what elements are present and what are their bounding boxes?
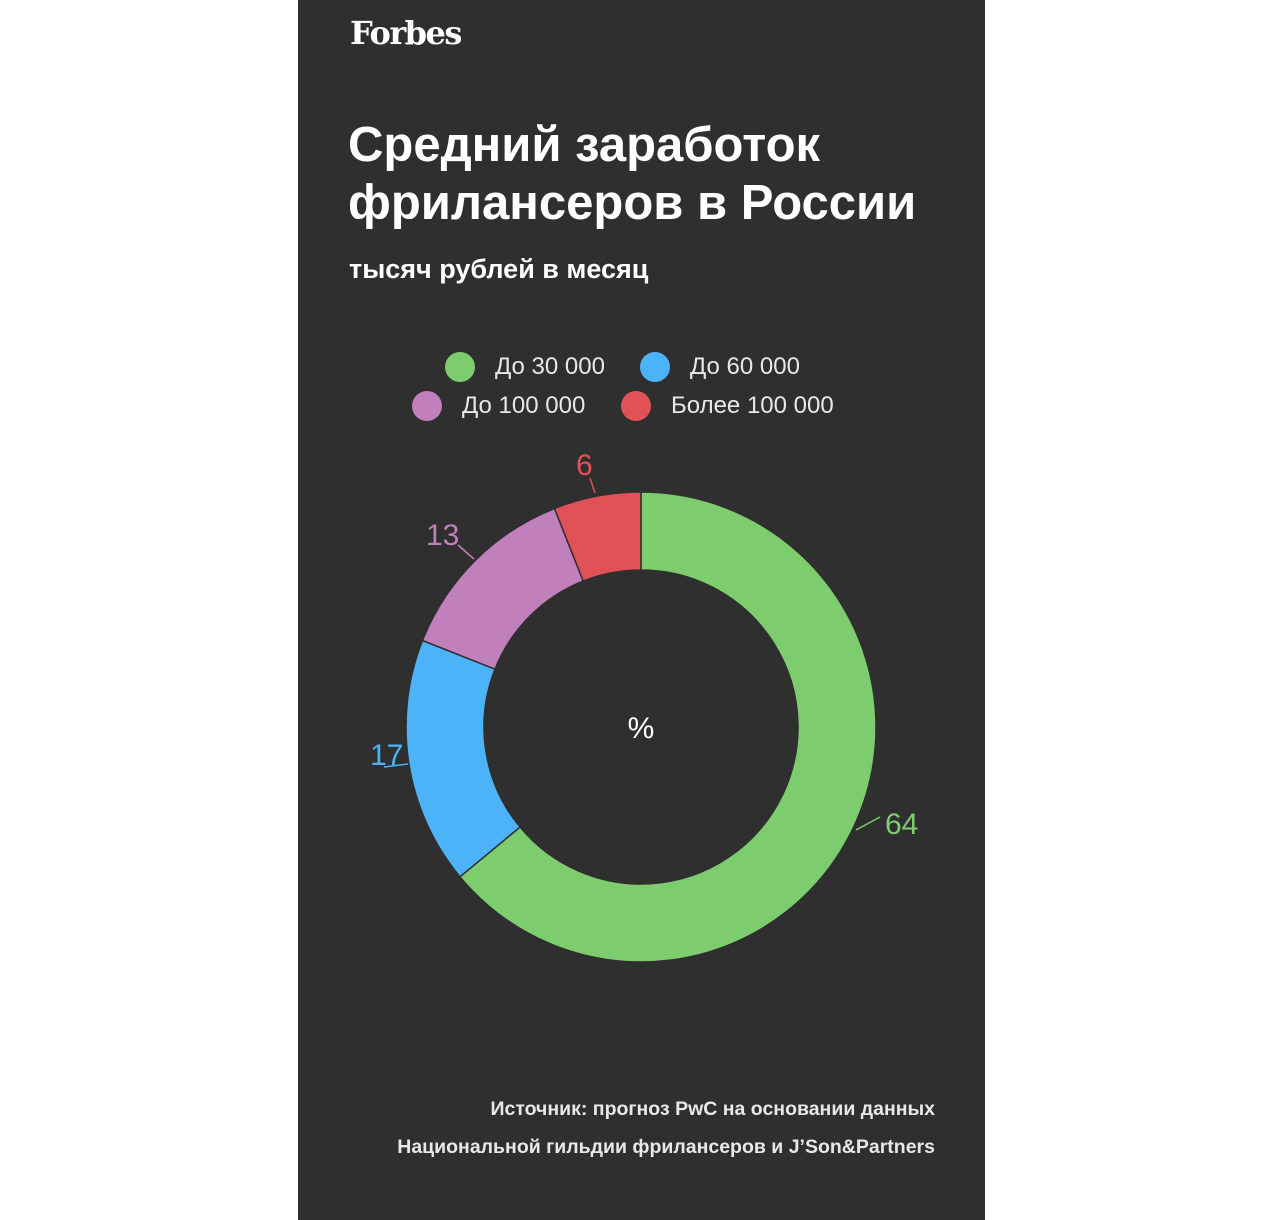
legend-item-0: До 30 000 <box>445 352 605 382</box>
legend-label-3: Более 100 000 <box>671 392 834 419</box>
source-line-2: Национальной гильдии фрилансеров и J’Son… <box>397 1136 935 1158</box>
source-line-1: Источник: прогноз PwC на основании данны… <box>490 1098 935 1120</box>
donut-slice-0 <box>458 491 877 963</box>
data-label-2: 13 <box>426 519 459 552</box>
donut-slice-3 <box>553 491 642 582</box>
chart-title-line-2: фрилансеров в России <box>348 176 917 230</box>
legend-label-1: До 60 000 <box>690 353 800 380</box>
leader-line-0 <box>855 816 881 831</box>
leader-line-1 <box>383 763 409 768</box>
data-label-1: 17 <box>370 739 403 772</box>
legend-label-2: До 100 000 <box>462 392 586 419</box>
forbes-logo: Forbes <box>350 14 462 52</box>
legend-label-0: До 30 000 <box>495 353 605 380</box>
legend-swatch-1 <box>640 352 670 382</box>
chart-title: Средний заработок фрилансеров в России <box>348 116 968 232</box>
legend-swatch-3 <box>621 391 651 421</box>
source-note: Источник: прогноз PwC на основании данны… <box>295 1090 935 1166</box>
donut-slice-1 <box>405 639 522 878</box>
legend-swatch-0 <box>445 352 475 382</box>
legend-item-3: Более 100 000 <box>621 391 834 421</box>
legend-swatch-2 <box>412 391 442 421</box>
data-label-3: 6 <box>576 449 593 482</box>
center-label: % <box>628 712 655 745</box>
data-label-0: 64 <box>885 808 918 841</box>
chart-title-line-1: Средний заработок <box>348 118 821 172</box>
leader-line-2 <box>457 544 475 560</box>
donut-chart: 64 17 13 6 % <box>370 449 918 963</box>
infographic-panel: Forbes Средний заработок фрилансеров в Р… <box>298 0 985 1220</box>
legend-item-1: До 60 000 <box>640 352 800 382</box>
donut-slices <box>405 491 877 963</box>
leader-line-3 <box>589 477 596 494</box>
chart-subtitle: тысяч рублей в месяц <box>349 254 649 284</box>
legend-item-2: До 100 000 <box>412 391 585 421</box>
donut-labels: 64 17 13 6 <box>370 449 918 841</box>
